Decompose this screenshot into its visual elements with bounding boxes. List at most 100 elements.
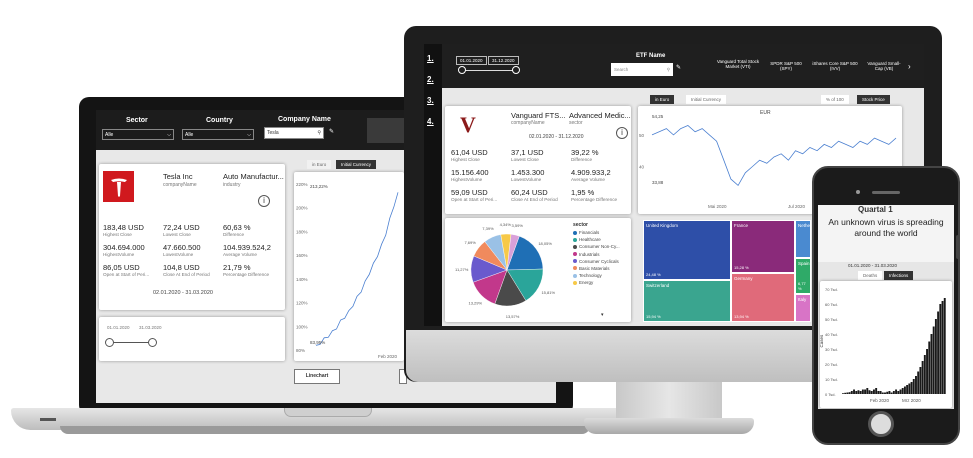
kpi-label: HighestVolume [103, 251, 135, 257]
y-tick-label: 10 Tsd. [825, 377, 838, 382]
nav-item-1[interactable]: 1. [427, 54, 434, 63]
treemap-tile-name: Switzerland [646, 283, 670, 288]
etf-search-input[interactable]: Search ⚲ [611, 63, 673, 76]
case-bar [899, 389, 902, 394]
phone-home-button[interactable] [868, 411, 894, 437]
country-label: Country [206, 117, 233, 124]
treemap-tile[interactable]: Spain 6,77 % [795, 258, 811, 294]
treemap-tile[interactable]: Nethe... [795, 220, 811, 258]
case-bar [844, 392, 847, 394]
tab-deaths[interactable]: Deaths [858, 271, 883, 280]
case-bar [928, 341, 931, 394]
case-bar [906, 385, 909, 394]
tab-infections[interactable]: Infections [884, 271, 914, 280]
kpi-label: Average Volume [223, 251, 257, 257]
legend-item[interactable]: Industrials [573, 252, 620, 257]
company-search-input[interactable]: Tesla ⚲ [264, 127, 324, 139]
eraser-icon[interactable]: ✎ [329, 129, 335, 135]
treemap-tile[interactable]: Italy [795, 294, 811, 322]
case-bar [884, 392, 886, 394]
kpi-label: Open at Start of Peri... [103, 271, 150, 277]
toggle-in-euro[interactable]: in Euro [650, 95, 675, 104]
legend-item[interactable]: Energy [573, 280, 620, 285]
country-select[interactable]: Alle ⌵ [182, 129, 254, 140]
pie-value-label: 7,39% [482, 226, 494, 231]
sector-pie-card: 18,05% 15,81% 13,57% 13,29% 11,27% 7,69% 7,39%… [445, 218, 631, 322]
vanguard-logo: V [460, 112, 476, 137]
treemap-tile-name: Nethe... [798, 223, 811, 228]
case-bar [926, 349, 928, 394]
toggle-percent-of-100[interactable]: % of 100 [821, 95, 849, 104]
legend-label: Consumer Non-Cy... [579, 244, 620, 250]
treemap-tile[interactable]: France 15,28 % [731, 220, 795, 273]
case-bar [861, 389, 864, 394]
pie-value-label: 13,57% [506, 314, 520, 319]
case-bar [897, 391, 900, 394]
legend-scroll-down-icon[interactable]: ▾ [601, 312, 604, 318]
toggle-initial-currency[interactable]: Initial Currency [336, 160, 377, 169]
nav-item-2[interactable]: 2. [427, 75, 434, 84]
etf-company-name: Vanguard FTS... [511, 111, 566, 120]
case-bar [912, 379, 915, 394]
chevron-right-icon[interactable]: › [908, 62, 911, 71]
date-slider-card: 01.01.2020 31.03.2020 [99, 317, 285, 361]
case-bar [853, 389, 855, 394]
treemap-tile[interactable]: Germany 13,94 % [731, 273, 795, 322]
etf-period: 02.01.2020 - 31.12.2020 [529, 134, 584, 140]
linechart-button[interactable]: Linechart [294, 369, 340, 384]
kpi-value: 1,95 % [571, 188, 595, 197]
kpi-label: Percentage Difference [223, 271, 270, 277]
kpi-value: 39,22 % [571, 148, 599, 157]
kpi-label: Close At End of Period [511, 196, 558, 202]
legend-item[interactable]: Healthcare [573, 237, 620, 242]
legend-label: Healthcare [579, 237, 601, 243]
nav-item-4[interactable]: 4. [427, 117, 434, 126]
case-bar [848, 392, 851, 394]
etf-tile-vti[interactable]: Vanguard Total Stock Market (VTI) [716, 59, 760, 69]
treemap-tile[interactable]: United Kingdom 24,48 % [643, 220, 731, 280]
legend-item[interactable]: Financials [573, 230, 620, 235]
pie-value-label: 7,69% [464, 240, 476, 245]
info-icon[interactable]: i [258, 195, 270, 207]
eraser-icon[interactable]: ✎ [676, 65, 682, 71]
etf-tile-ivv[interactable]: iShares Core S&P 500 (IVV) [812, 61, 858, 71]
treemap-tile[interactable]: Switzerland 15,94 % [643, 280, 731, 322]
sector-select[interactable]: Alle ⌵ [102, 129, 174, 140]
treemap-tile-name: Germany [734, 276, 753, 281]
legend-item[interactable]: Technology [573, 273, 620, 278]
kpi-value: 47.660.500 [163, 243, 201, 252]
case-bar [879, 391, 882, 394]
toggle-initial-currency[interactable]: Initial Currency [686, 95, 727, 104]
etf-tile-spy[interactable]: SPDR S&P 500 (SPY) [770, 61, 802, 71]
kpi-label: Highest Close [103, 231, 132, 237]
monitor-slider-end[interactable] [512, 66, 520, 74]
etf-company-card: V Vanguard FTS... companyName Advanced M… [445, 106, 631, 214]
treemap-tile-value: 6,77 % [798, 281, 806, 291]
toggle-stock-price[interactable]: Stock Price [857, 95, 890, 104]
cases-bar-chart: 70 Tsd. 60 Tsd. 50 Tsd. 40 Tsd. 30 Tsd. 20 Ts… [819, 287, 946, 403]
y-tick-label: 20 Tsd. [825, 362, 838, 367]
pie-value-label: 3,59% [512, 223, 524, 228]
slider-handle-start[interactable] [105, 338, 114, 347]
case-bar [934, 319, 937, 394]
etf-tile-vb[interactable]: Vanguard Small-Cap (VB) [867, 61, 901, 71]
slider-handle-end[interactable] [148, 338, 157, 347]
laptop-led [40, 418, 56, 421]
nav-item-3[interactable]: 3. [427, 96, 434, 105]
start-date-input[interactable]: 01.01.2020 [456, 56, 487, 65]
legend-item[interactable]: Basic Materials [573, 266, 620, 271]
pie-value-label: 18,05% [538, 241, 552, 246]
legend-item[interactable]: Consumer Cyclicals [573, 259, 620, 264]
legend-item[interactable]: Consumer Non-Cy... [573, 244, 620, 249]
company-name: Tesla Inc [163, 172, 193, 181]
info-icon[interactable]: i [616, 127, 628, 139]
monitor-slider-start[interactable] [458, 66, 466, 74]
end-date-input[interactable]: 31.12.2020 [488, 56, 519, 65]
case-bar [930, 334, 933, 394]
sector-value: Alle [105, 131, 114, 138]
case-bar [932, 326, 935, 394]
series-label: EUR [760, 110, 771, 116]
toggle-in-euro[interactable]: in Euro [307, 160, 332, 169]
min-label: 83,95% [310, 340, 325, 345]
x-tick-label: Feb 2020 [870, 398, 890, 403]
